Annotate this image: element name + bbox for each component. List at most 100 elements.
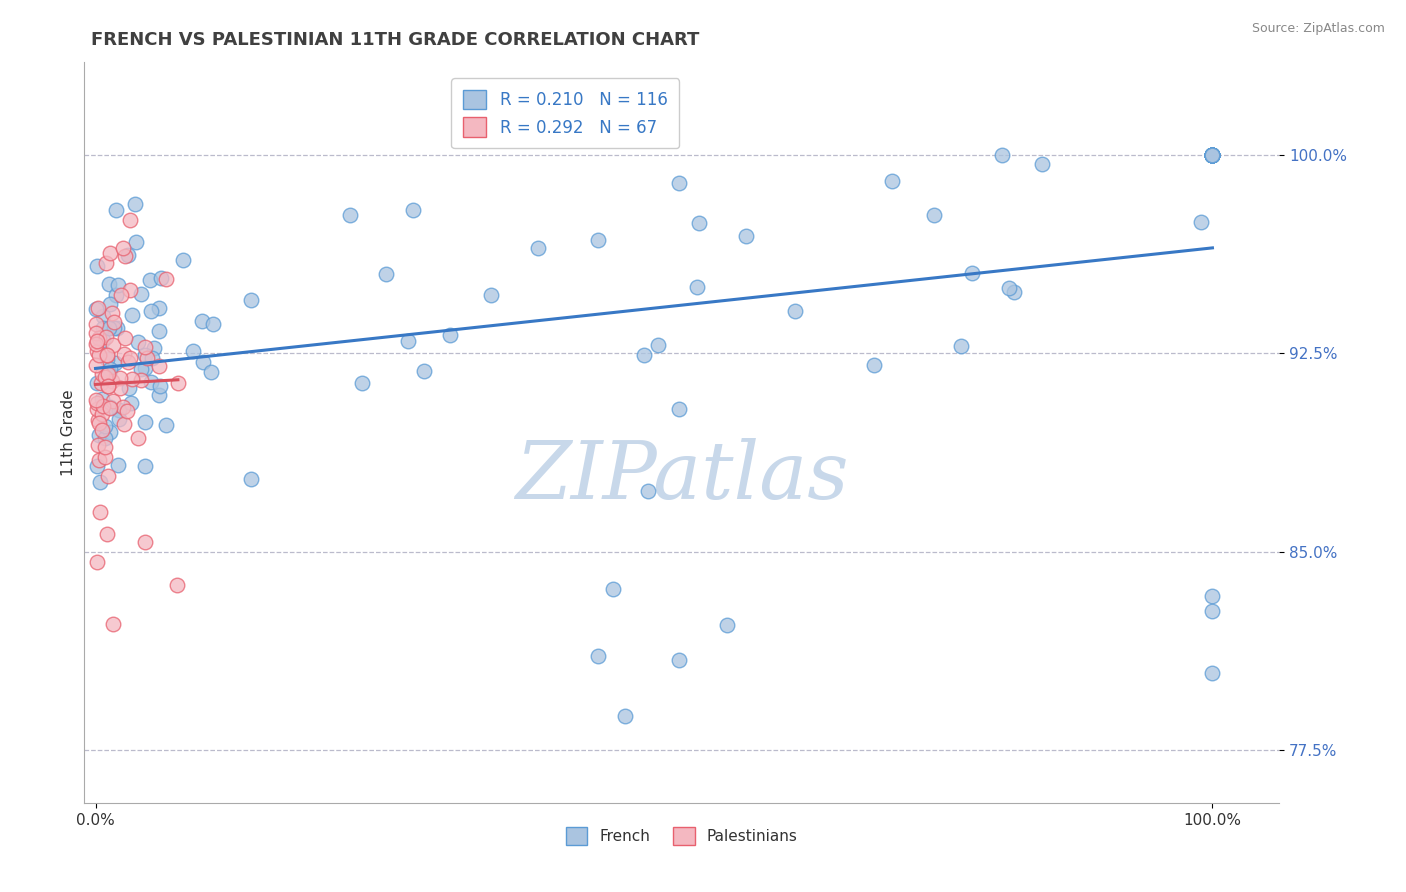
Point: [98, 401, 121, 416]
Legend: French, Palestinians: French, Palestinians: [560, 821, 804, 851]
Point: [121, 308, 143, 322]
Point: [134, 535, 156, 549]
Point: [124, 196, 146, 211]
Point: [668, 176, 690, 190]
Point: [148, 359, 170, 373]
Point: [134, 340, 156, 354]
Point: [1201, 148, 1223, 162]
Point: [117, 404, 139, 418]
Text: ZIPatlas: ZIPatlas: [515, 438, 849, 516]
Point: [785, 304, 807, 318]
Point: [136, 351, 159, 365]
Point: [121, 372, 143, 386]
Point: [107, 277, 129, 292]
Point: [134, 416, 156, 430]
Point: [1002, 285, 1025, 299]
Point: [86, 334, 108, 349]
Point: [402, 202, 425, 217]
Point: [1201, 148, 1223, 162]
Point: [1201, 148, 1223, 162]
Point: [100, 297, 122, 311]
Point: [108, 402, 131, 417]
Point: [1201, 148, 1223, 162]
Point: [1189, 215, 1212, 229]
Point: [120, 212, 142, 227]
Point: [97, 366, 120, 380]
Point: [121, 396, 143, 410]
Point: [139, 375, 162, 389]
Point: [97, 379, 120, 393]
Point: [104, 287, 127, 301]
Point: [1201, 148, 1223, 162]
Point: [668, 402, 690, 417]
Point: [96, 352, 118, 367]
Point: [960, 266, 983, 280]
Point: [129, 287, 152, 301]
Point: [94, 418, 117, 433]
Point: [991, 148, 1014, 162]
Point: [90, 392, 112, 406]
Point: [1201, 148, 1223, 162]
Point: [86, 318, 108, 332]
Point: [87, 331, 110, 345]
Point: [97, 469, 120, 483]
Point: [86, 402, 108, 417]
Point: [91, 333, 114, 347]
Point: [87, 413, 110, 427]
Point: [139, 272, 162, 286]
Point: [84, 337, 107, 351]
Point: [94, 330, 117, 344]
Point: [87, 301, 110, 315]
Point: [1201, 148, 1223, 162]
Point: [86, 259, 108, 273]
Point: [97, 367, 120, 381]
Point: [84, 393, 107, 408]
Point: [148, 324, 170, 338]
Point: [118, 351, 141, 366]
Point: [166, 578, 188, 592]
Point: [104, 202, 127, 217]
Point: [90, 407, 112, 421]
Point: [1201, 589, 1223, 603]
Point: [586, 648, 609, 663]
Point: [602, 582, 624, 596]
Point: [112, 417, 135, 431]
Point: [97, 378, 120, 392]
Point: [117, 381, 139, 395]
Point: [125, 235, 148, 249]
Point: [148, 388, 170, 402]
Point: [91, 321, 114, 335]
Point: [129, 373, 152, 387]
Point: [103, 315, 125, 329]
Point: [105, 321, 128, 335]
Point: [922, 208, 945, 222]
Point: [118, 283, 141, 297]
Point: [527, 241, 550, 255]
Point: [148, 301, 170, 315]
Point: [191, 313, 214, 327]
Point: [87, 428, 110, 442]
Point: [862, 358, 884, 372]
Point: [101, 394, 124, 409]
Point: [375, 267, 398, 281]
Point: [89, 475, 111, 489]
Point: [1201, 148, 1223, 162]
Point: [117, 355, 139, 369]
Point: [181, 343, 204, 358]
Point: [716, 618, 738, 632]
Point: [84, 302, 107, 317]
Point: [90, 368, 112, 382]
Point: [86, 555, 108, 569]
Point: [1201, 148, 1223, 162]
Point: [91, 424, 114, 438]
Point: [339, 208, 361, 222]
Point: [149, 271, 172, 285]
Text: FRENCH VS PALESTINIAN 11TH GRADE CORRELATION CHART: FRENCH VS PALESTINIAN 11TH GRADE CORRELA…: [91, 31, 700, 49]
Point: [93, 431, 115, 445]
Point: [1201, 666, 1223, 681]
Point: [352, 376, 374, 390]
Point: [637, 484, 659, 499]
Point: [240, 293, 263, 308]
Y-axis label: 11th Grade: 11th Grade: [60, 389, 76, 476]
Point: [114, 249, 136, 263]
